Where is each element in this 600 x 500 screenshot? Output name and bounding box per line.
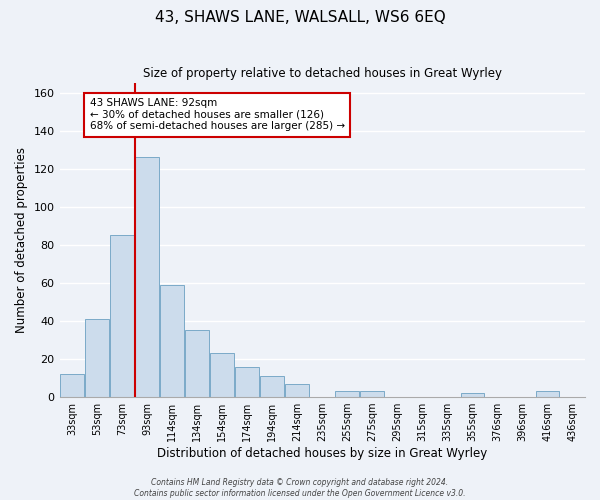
X-axis label: Distribution of detached houses by size in Great Wyrley: Distribution of detached houses by size … <box>157 447 487 460</box>
Bar <box>85 319 109 397</box>
Text: 43, SHAWS LANE, WALSALL, WS6 6EQ: 43, SHAWS LANE, WALSALL, WS6 6EQ <box>155 10 445 25</box>
Bar <box>361 392 384 397</box>
Text: Contains HM Land Registry data © Crown copyright and database right 2024.
Contai: Contains HM Land Registry data © Crown c… <box>134 478 466 498</box>
Title: Size of property relative to detached houses in Great Wyrley: Size of property relative to detached ho… <box>143 68 502 80</box>
Bar <box>135 158 159 397</box>
Y-axis label: Number of detached properties: Number of detached properties <box>15 147 28 333</box>
Bar <box>536 392 559 397</box>
Text: 43 SHAWS LANE: 92sqm
← 30% of detached houses are smaller (126)
68% of semi-deta: 43 SHAWS LANE: 92sqm ← 30% of detached h… <box>89 98 344 132</box>
Bar <box>461 394 484 397</box>
Bar <box>235 366 259 397</box>
Bar <box>185 330 209 397</box>
Bar <box>110 236 134 397</box>
Bar <box>335 392 359 397</box>
Bar <box>260 376 284 397</box>
Bar <box>60 374 84 397</box>
Bar <box>210 354 234 397</box>
Bar <box>160 285 184 397</box>
Bar <box>286 384 309 397</box>
